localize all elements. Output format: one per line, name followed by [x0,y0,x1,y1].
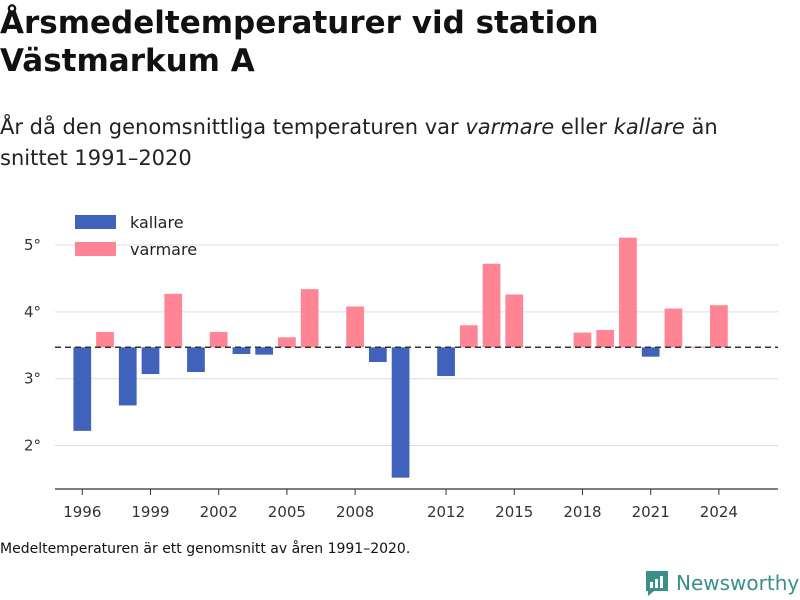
bar [482,263,501,348]
x-tick-label: 2002 [200,503,238,521]
subtitle-text-3: än snittet 1991–2020 [0,115,718,170]
y-tick-label: 5° [24,236,41,254]
x-tick-label: 2018 [563,503,601,521]
legend-swatch [75,242,116,256]
bar [459,325,478,348]
footnote: Medeltemperaturen är ett genomsnitt av å… [0,541,411,557]
brand-name: Newsworthy [676,571,800,595]
x-tick-label: 2012 [427,503,465,521]
newsworthy-logo-icon [646,571,668,596]
bar-chart: 2° 3° 4° 5° 1996 1999 2002 2005 2008 2012 2015 2018… [24,213,778,521]
chart-title: Årsmedeltemperaturer vid station Västmar… [0,5,599,79]
y-tick-label: 2° [24,437,41,455]
bar [710,305,728,348]
x-tick-label: 2005 [268,503,306,521]
bar [391,347,410,478]
brand: Newsworthy [644,567,799,599]
bar [278,337,296,348]
bar [164,293,183,348]
subtitle-colder: kallare [613,115,685,139]
bar [596,329,615,348]
bar [187,347,205,373]
subtitle-warmer: varmare [465,115,555,139]
legend-label: kallare [130,213,184,232]
x-tick-label: 1996 [63,503,101,521]
bar [664,308,683,348]
y-tick-label: 4° [24,303,41,321]
bar [573,332,592,348]
x-tick-label: 2024 [700,503,738,521]
x-tick-label: 2015 [495,503,533,521]
x-tick-label: 2021 [632,503,670,521]
bar [232,347,251,354]
subtitle-text-1: År då den genomsnittliga temperaturen va… [0,115,466,139]
bar [437,347,455,377]
x-tick-label: 1999 [131,503,169,521]
bar [619,237,637,348]
bar [209,331,228,348]
bar [73,347,92,431]
x-tick-label: 2008 [336,503,374,521]
bar [505,294,524,348]
bar [641,347,660,357]
bar [96,331,114,348]
bar [346,306,364,348]
chart-subtitle: År då den genomsnittliga temperaturen va… [0,112,780,174]
legend-label: varmare [130,240,197,259]
y-tick-label: 3° [24,370,41,388]
bar [300,289,319,348]
legend-swatch [75,215,116,229]
subtitle-text-2: eller [554,115,614,139]
bar [141,347,160,375]
bar [118,347,137,406]
bar [255,347,274,355]
bar [368,347,387,363]
